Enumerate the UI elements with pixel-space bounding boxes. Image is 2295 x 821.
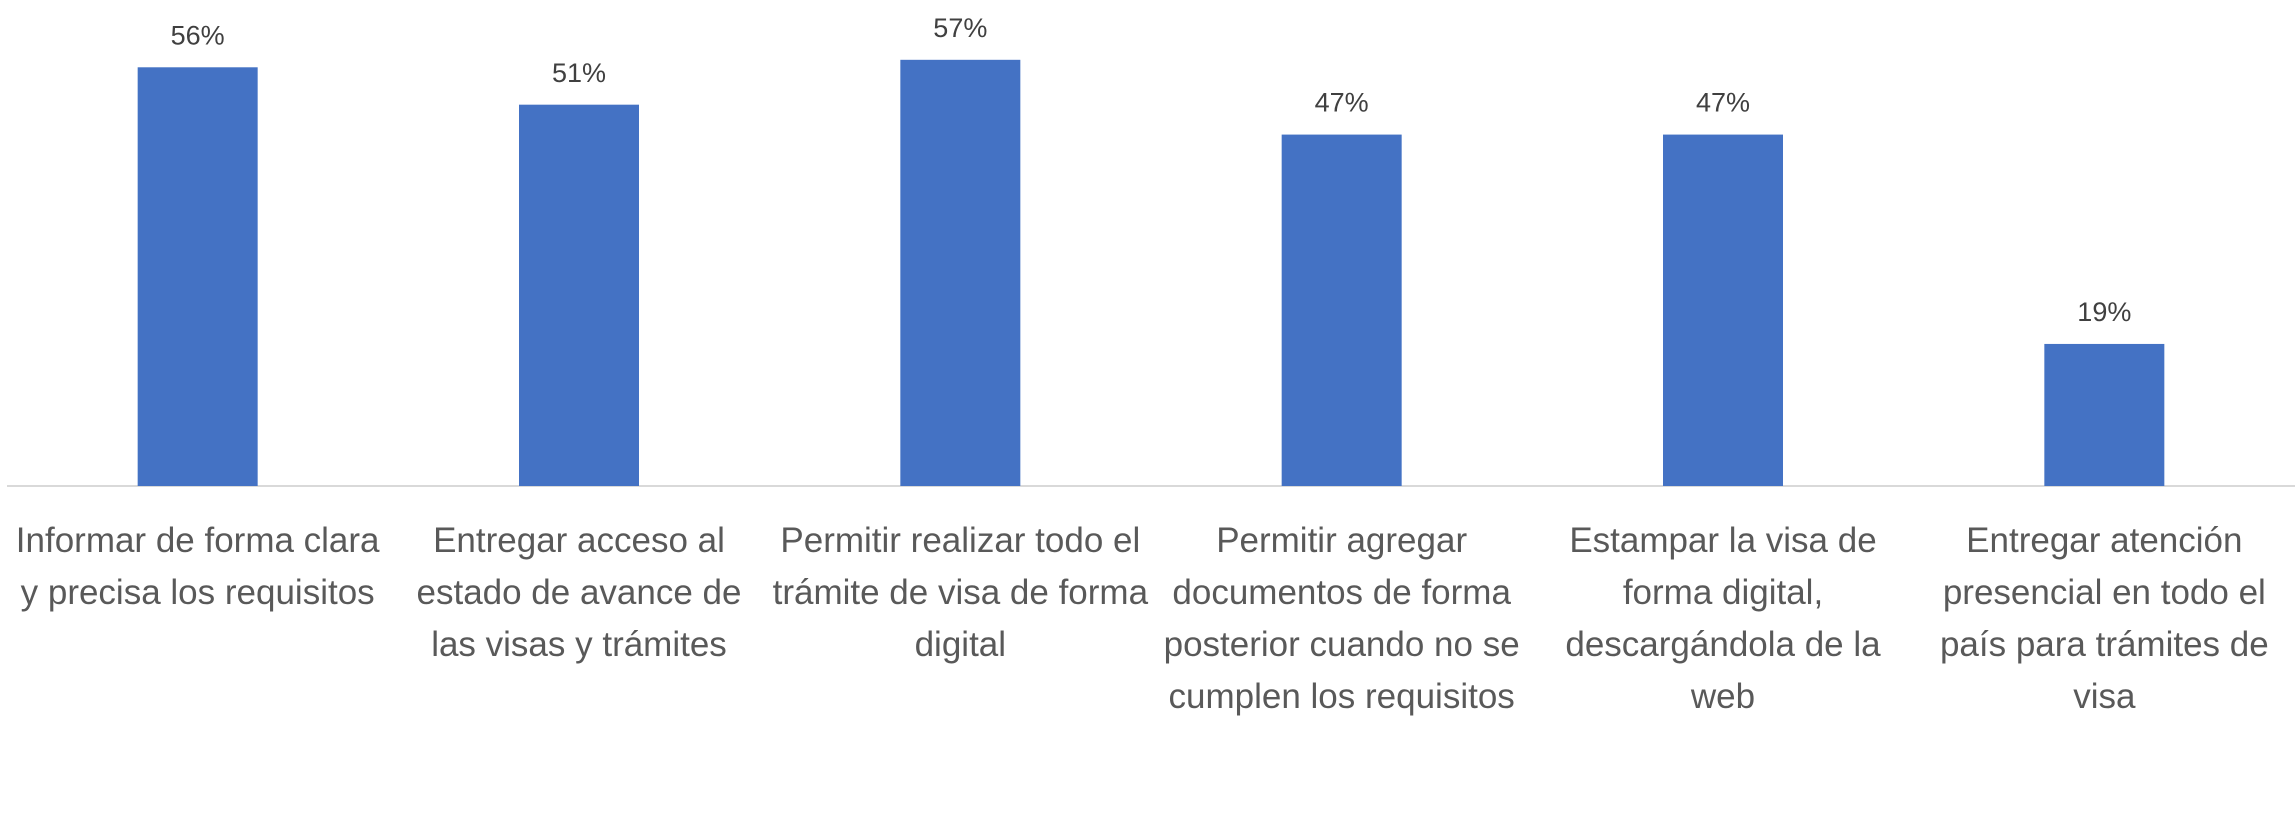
bar: [1281, 134, 1402, 487]
value-label: 57%: [933, 13, 987, 43]
value-label: 56%: [171, 20, 225, 50]
value-label: 51%: [552, 58, 606, 88]
bar: [1663, 134, 1783, 487]
value-label: 19%: [2077, 297, 2131, 327]
x-tick-label: Permitir agregar documentos de forma pos…: [1163, 521, 1520, 716]
x-tick-label: Estampar la visa de forma digital, desca…: [1565, 521, 1881, 716]
bar: [137, 67, 258, 487]
value-label: 47%: [1696, 88, 1750, 118]
x-tick-label: Permitir realizar todo el trámite de vis…: [772, 521, 1149, 664]
value-label: 47%: [1315, 88, 1369, 118]
x-tick-label: Entregar acceso al estado de avance de l…: [416, 521, 742, 664]
x-tick-label: Informar de forma clara y precisa los re…: [15, 521, 380, 612]
x-tick-label: Entregar atención presencial en todo el …: [1939, 521, 2269, 716]
bar: [519, 104, 639, 486]
bar: [900, 59, 1021, 487]
bar: [2044, 343, 2165, 486]
